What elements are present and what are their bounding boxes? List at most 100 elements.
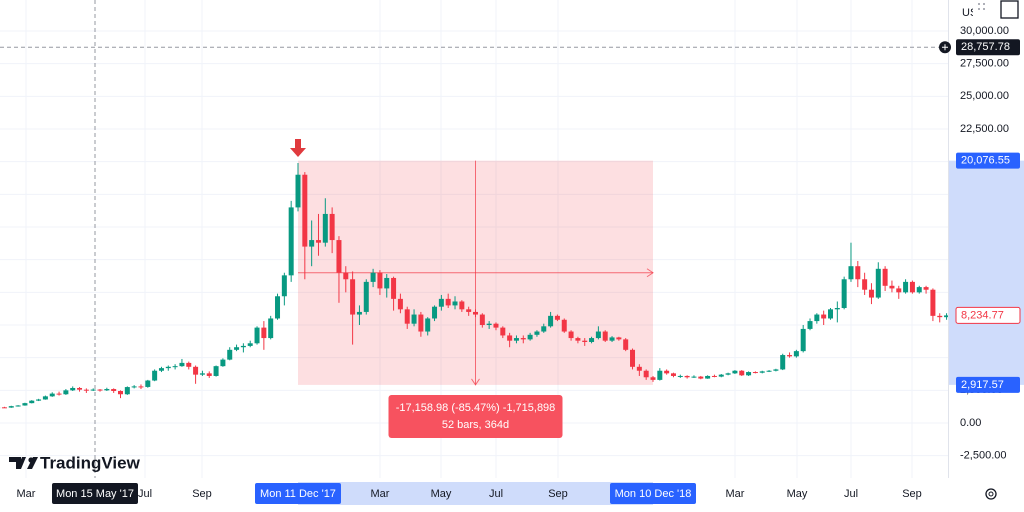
date-badge: Mon 11 Dec '17: [260, 488, 336, 500]
measure-change: -17,158.98 (-85.47%) -1,715,898: [396, 402, 556, 414]
gear[interactable]: [986, 489, 996, 499]
candle-body: [623, 339, 628, 349]
candle-body: [678, 376, 683, 377]
candle-body: [289, 207, 294, 275]
candle-body: [248, 343, 253, 346]
x-tick-label: Mar: [17, 488, 36, 500]
candle-body: [753, 372, 758, 373]
candle-body: [309, 240, 314, 247]
candle-body: [234, 347, 239, 350]
candle-body: [630, 350, 635, 367]
candle-body: [261, 328, 266, 338]
candle-body: [705, 376, 710, 379]
top-price-badge: 20,076.55: [961, 155, 1010, 167]
grip: [983, 8, 985, 10]
brand: TradingView: [40, 453, 141, 472]
x-tick-label: Sep: [548, 488, 568, 500]
date-badge: Mon 10 Dec '18: [615, 488, 692, 500]
y-tick-label: 27,500.00: [960, 58, 1009, 70]
candle-body: [125, 387, 130, 394]
candle-body: [507, 335, 512, 340]
y-tick-label: 25,000.00: [960, 90, 1009, 102]
candle-body: [412, 315, 417, 324]
candle-body: [712, 376, 717, 377]
candle-body: [760, 371, 765, 372]
candle-body: [57, 394, 62, 395]
candle-body: [828, 309, 833, 318]
candle-body: [473, 312, 478, 315]
candle-body: [152, 371, 157, 381]
x-tick-label: Jul: [844, 488, 858, 500]
candle-body: [889, 286, 894, 289]
candle-body: [903, 282, 908, 292]
candle-body: [691, 377, 696, 378]
price-range-highlight: [949, 161, 1024, 385]
candle-body: [869, 290, 874, 298]
candle-body: [930, 290, 935, 316]
candle-body: [200, 373, 205, 374]
candle-body: [794, 351, 799, 356]
candle-body: [173, 366, 178, 367]
candle-body: [480, 315, 485, 325]
candle-body: [377, 273, 382, 289]
candle-body: [220, 360, 225, 367]
candle-body: [855, 266, 860, 279]
logo-mark: [9, 457, 26, 469]
candle-body: [719, 375, 724, 377]
candle-body: [357, 312, 362, 315]
candle-body: [610, 337, 615, 340]
candle-body: [138, 386, 143, 387]
candle-body: [43, 396, 48, 399]
candle-body: [575, 338, 580, 341]
x-tick-label: Sep: [192, 488, 212, 500]
candle-body: [432, 307, 437, 319]
candle-body: [801, 329, 806, 351]
y-tick-label: -2,500.00: [960, 450, 1006, 462]
candle-body: [405, 309, 410, 323]
y-tick-label: 22,500.00: [960, 123, 1009, 135]
candle-body: [418, 315, 423, 332]
candle-body: [446, 299, 451, 306]
candle-body: [732, 371, 737, 374]
candle-body: [371, 273, 376, 282]
candle-body: [657, 371, 662, 380]
settings-icon[interactable]: [986, 489, 996, 499]
candle-body: [616, 337, 621, 339]
candle-body: [227, 350, 232, 360]
candle-body: [493, 324, 498, 328]
candle-body: [883, 269, 888, 286]
candle-body: [773, 369, 778, 370]
x-tick-label: May: [787, 488, 808, 500]
candle-body: [132, 386, 137, 387]
candle-body: [848, 266, 853, 279]
candle-body: [193, 367, 198, 375]
x-tick-label: Sep: [902, 488, 922, 500]
candle-body: [937, 316, 942, 317]
candle-body: [336, 240, 341, 273]
candle-body: [91, 390, 96, 391]
candle-body: [767, 371, 772, 372]
time-range-highlight: [298, 482, 653, 505]
candle-body: [214, 366, 219, 376]
x-tick-label: Mar: [726, 488, 745, 500]
candle-body: [917, 287, 922, 292]
candle-body: [466, 309, 471, 312]
x-tick-label: Mar: [371, 488, 390, 500]
candle-body: [282, 275, 287, 296]
candle-body: [521, 338, 526, 339]
candle-body: [589, 338, 594, 342]
candle-body: [651, 377, 656, 380]
x-tick-label: May: [431, 488, 452, 500]
candle-body: [98, 390, 103, 391]
candle-body: [391, 278, 396, 299]
candle-body: [9, 406, 14, 407]
candle-body: [487, 324, 492, 325]
candle-body: [548, 316, 553, 326]
candle-body: [637, 367, 642, 371]
candle-body: [685, 376, 690, 377]
candle-body: [16, 405, 21, 406]
candle-body: [186, 363, 191, 367]
grip: [978, 3, 980, 5]
candle-body: [2, 407, 7, 408]
candle-body: [323, 214, 328, 243]
